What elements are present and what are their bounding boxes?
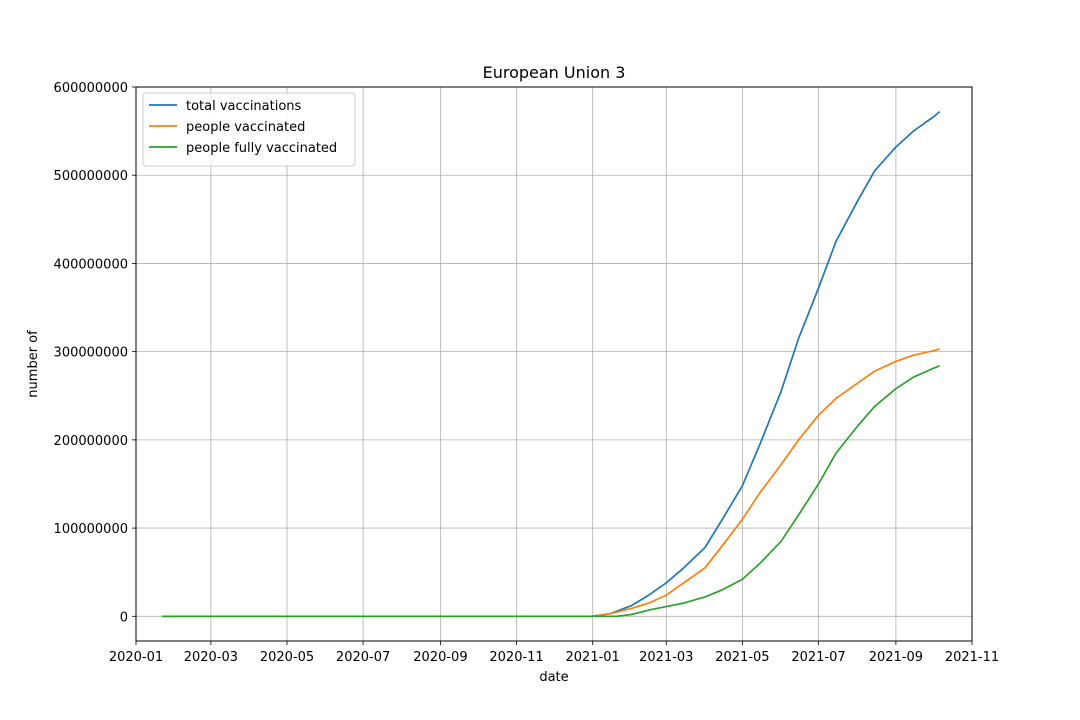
- x-tick-label: 2020-03: [184, 650, 238, 665]
- x-tick-label: 2021-07: [791, 650, 845, 665]
- x-tick-label: 2021-01: [566, 650, 620, 665]
- y-tick-label: 600000000: [54, 81, 128, 96]
- x-tick-label: 2020-09: [413, 650, 467, 665]
- x-tick-label: 2021-03: [639, 650, 693, 665]
- chart-title: European Union 3: [483, 63, 626, 82]
- plot-frame: [135, 86, 973, 642]
- legend: total vaccinations people vaccinated peopl…: [142, 92, 356, 167]
- x-tick-label: 2021-09: [869, 650, 923, 665]
- axis-ticks: 2020-01 2020-03 2020-05 2020-07 2020-09 2020-…: [54, 81, 1000, 665]
- y-tick-label: 0: [120, 610, 128, 625]
- legend-label: total vaccinations: [186, 99, 302, 114]
- x-axis-title: date: [539, 670, 568, 685]
- x-tick-label: 2020-05: [260, 650, 314, 665]
- legend-box: [142, 92, 356, 167]
- x-tick-label: 2020-07: [336, 650, 390, 665]
- x-tick-label: 2020-01: [109, 650, 163, 665]
- x-tick-label: 2021-05: [715, 650, 769, 665]
- legend-label: people vaccinated: [186, 120, 305, 135]
- y-axis-title: number of: [26, 330, 41, 398]
- y-tick-label: 300000000: [54, 346, 128, 361]
- y-tick-label: 400000000: [54, 257, 128, 272]
- y-tick-label: 100000000: [54, 522, 128, 537]
- series-line-total-vaccinations: [162, 111, 941, 618]
- x-tick-label: 2021-11: [945, 650, 999, 665]
- legend-label: people fully vaccinated: [186, 141, 337, 156]
- x-tick-label: 2020-11: [489, 650, 543, 665]
- y-tick-label: 200000000: [54, 434, 128, 449]
- series-line-people-vaccinated: [162, 348, 940, 618]
- series-line-people-fully-vaccinated: [162, 365, 940, 618]
- series-lines: [162, 111, 941, 618]
- y-tick-label: 500000000: [54, 169, 128, 184]
